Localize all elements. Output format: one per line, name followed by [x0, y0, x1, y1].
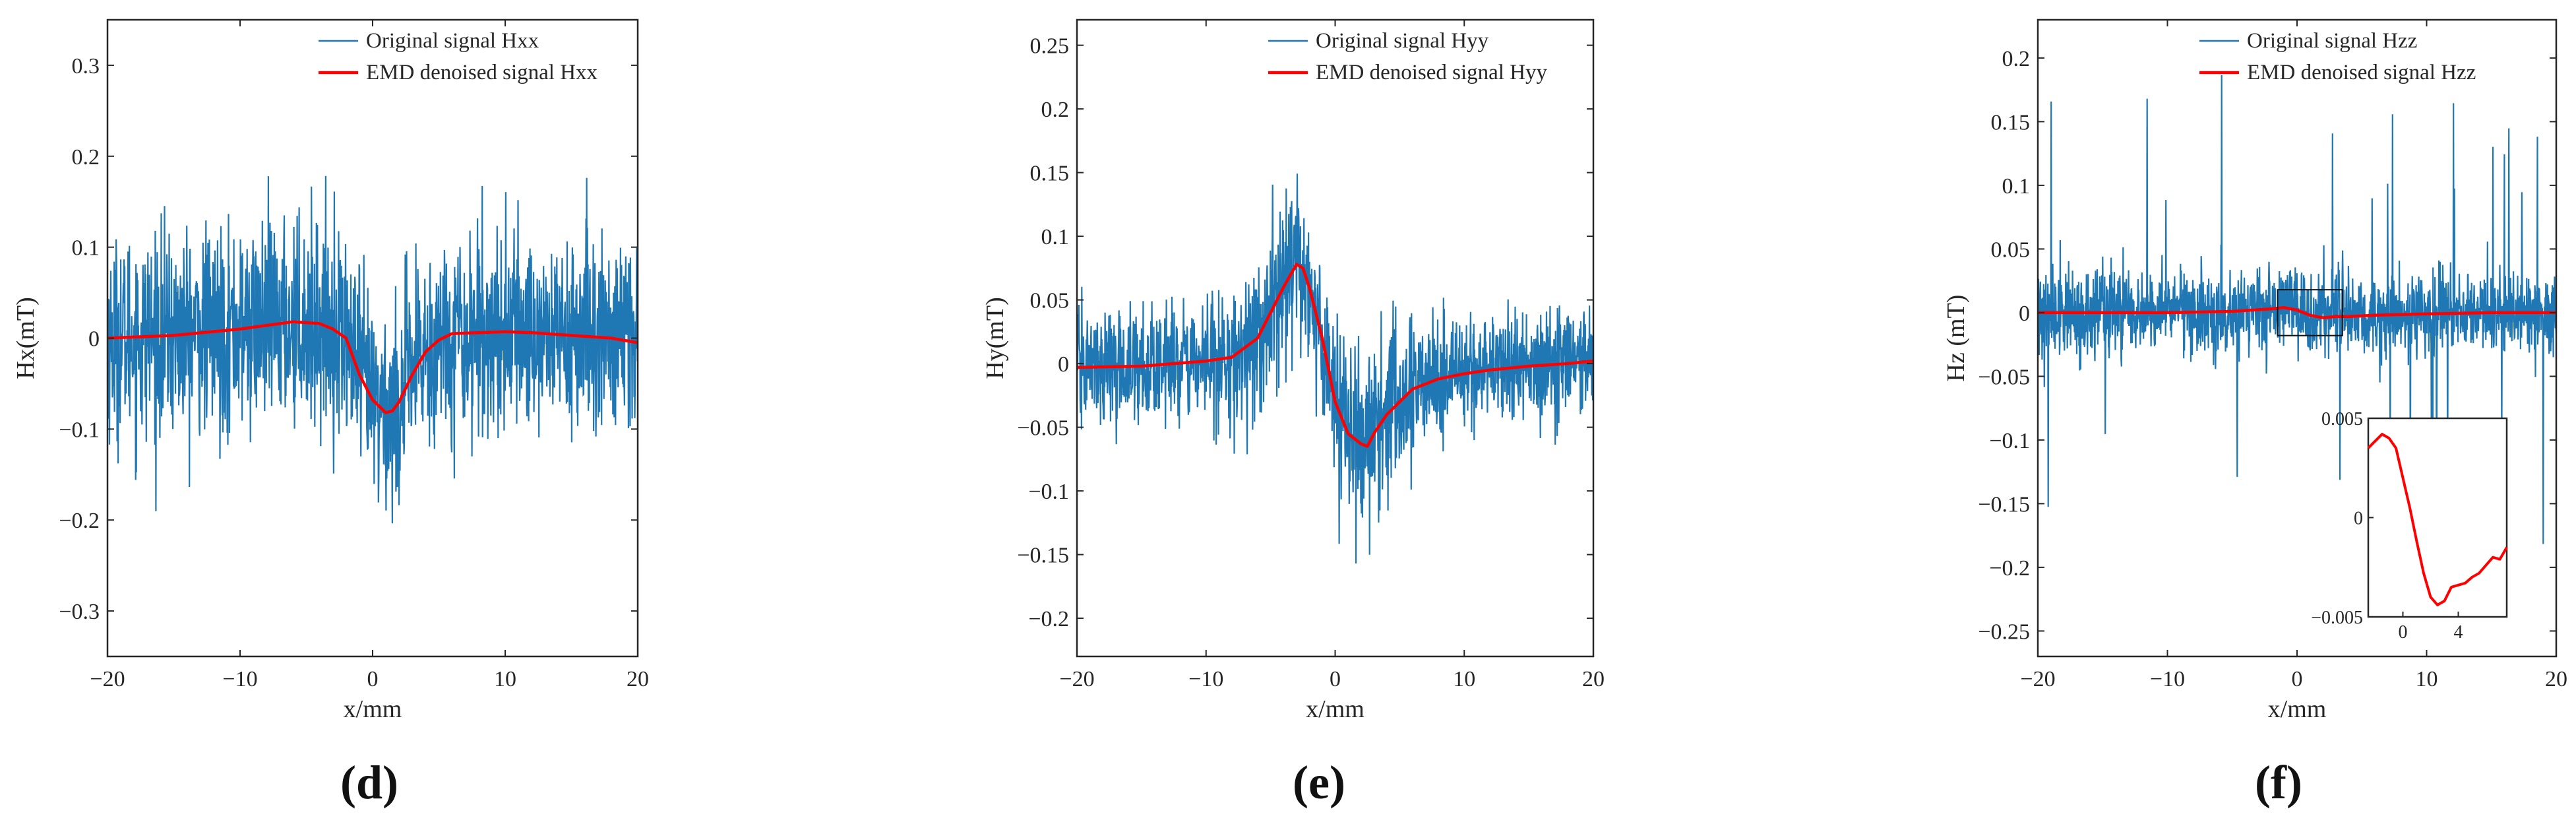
legend-entry-original: Original signal Hzz — [2247, 29, 2417, 53]
inset-denoised-line — [2367, 433, 2508, 606]
original-signal-line — [1077, 174, 1593, 564]
y-tick-label: 0 — [2019, 302, 2030, 326]
x-tick-label: 0 — [1330, 667, 1341, 691]
inset-x-tick-label: 4 — [2454, 622, 2463, 643]
y-axis-label: Hy(mT) — [981, 297, 1009, 379]
x-tick-label: −10 — [1188, 667, 1223, 691]
panel-e: −20 −10 0 10 20 −0.2 −0.15 −0.1 −0.05 0 0.05 0.1 0.1… — [981, 18, 1605, 809]
y-tick-label: −0.2 — [59, 509, 100, 533]
y-tick-label: 0.2 — [72, 145, 100, 170]
y-tick-label: 0.2 — [2002, 47, 2031, 71]
y-tick-label: −0.25 — [1978, 620, 2030, 644]
inset-y-tick-label: −0.005 — [2311, 608, 2363, 628]
y-tick-label: −0.2 — [1028, 607, 1069, 631]
panel-label: (e) — [1293, 756, 1345, 809]
legend-entry-denoised: EMD denoised signal Hyy — [1316, 61, 1548, 84]
zoom-box — [2277, 289, 2343, 336]
y-tick-label: −0.3 — [59, 600, 100, 624]
y-tick-label: 0.15 — [1030, 162, 1070, 186]
legend-entry-original: Original signal Hyy — [1316, 29, 1489, 53]
inset-y-tick-label: 0 — [2354, 509, 2363, 529]
x-tick-label: 10 — [2416, 667, 2438, 691]
inset-frame — [2367, 417, 2508, 618]
denoised-signal-line — [2038, 305, 2556, 319]
panel-label: (d) — [340, 756, 398, 809]
y-tick-label: −0.1 — [1028, 480, 1069, 504]
x-tick-label: −20 — [2020, 667, 2055, 691]
y-tick-label: 0.25 — [1030, 34, 1070, 59]
y-tick-label: −0.05 — [1978, 365, 2030, 389]
y-tick-label: 0.1 — [72, 236, 100, 261]
x-axis-label: x/mm — [344, 695, 402, 723]
x-tick-label: −10 — [2150, 667, 2185, 691]
panel-f: −20 −10 0 10 20 −0.25 −0.2 −0.15 −0.1 −0.05 0 0.05 0… — [1942, 18, 2567, 809]
x-tick-label: 0 — [367, 667, 379, 691]
y-tick-label: 0.3 — [72, 54, 100, 79]
y-tick-label: −0.2 — [1989, 556, 2030, 581]
x-tick-label: 10 — [494, 667, 516, 691]
denoised-signal-line — [107, 320, 638, 414]
inset-x-tick-label: 0 — [2399, 622, 2408, 643]
y-axis-label: Hx(mT) — [12, 297, 40, 379]
inset-axes: 0 4 −0.005 0 0.005 — [2311, 409, 2508, 643]
y-tick-label: 0.05 — [1030, 289, 1070, 313]
x-tick-label: −20 — [1059, 667, 1094, 691]
legend-entry-original: Original signal Hxx — [366, 29, 539, 53]
x-tick-label: 10 — [1453, 667, 1475, 691]
y-tick-label: −0.15 — [1978, 492, 2030, 517]
y-tick-label: 0.2 — [1041, 98, 1070, 122]
y-tick-label: −0.1 — [1989, 429, 2030, 453]
y-tick-label: 0.05 — [1991, 238, 2031, 262]
panel-label: (f) — [2255, 756, 2302, 809]
x-axis-label: x/mm — [1306, 695, 1365, 723]
y-tick-label: −0.15 — [1017, 544, 1069, 568]
x-tick-label: 20 — [2545, 667, 2567, 691]
x-tick-label: −10 — [222, 667, 257, 691]
x-axis-label: x/mm — [2268, 695, 2327, 723]
y-tick-label: 0.1 — [2002, 174, 2031, 199]
y-tick-label: 0 — [88, 327, 100, 352]
y-tick-label: 0 — [1058, 352, 1069, 377]
y-axis-label: Hz (mT) — [1942, 295, 1970, 382]
legend-entry-denoised: EMD denoised signal Hzz — [2247, 61, 2476, 84]
inset-y-tick-label: 0.005 — [2321, 409, 2363, 430]
x-tick-label: 20 — [627, 667, 649, 691]
x-tick-label: −20 — [90, 667, 125, 691]
original-signal-line — [107, 175, 638, 524]
denoised-signal-line — [1077, 263, 1593, 448]
y-tick-label: 0.15 — [1991, 110, 2031, 135]
y-tick-label: −0.05 — [1017, 416, 1069, 441]
panel-d: −20 −10 0 10 20 −0.3 −0.2 −0.1 0 0.1 0.2 0.3 x/mm Hx(… — [12, 18, 649, 809]
x-tick-label: 0 — [2292, 667, 2303, 691]
y-tick-label: −0.1 — [59, 418, 100, 442]
y-tick-label: 0.1 — [1041, 225, 1070, 249]
x-tick-label: 20 — [1582, 667, 1605, 691]
legend-entry-denoised: EMD denoised signal Hxx — [366, 61, 598, 84]
